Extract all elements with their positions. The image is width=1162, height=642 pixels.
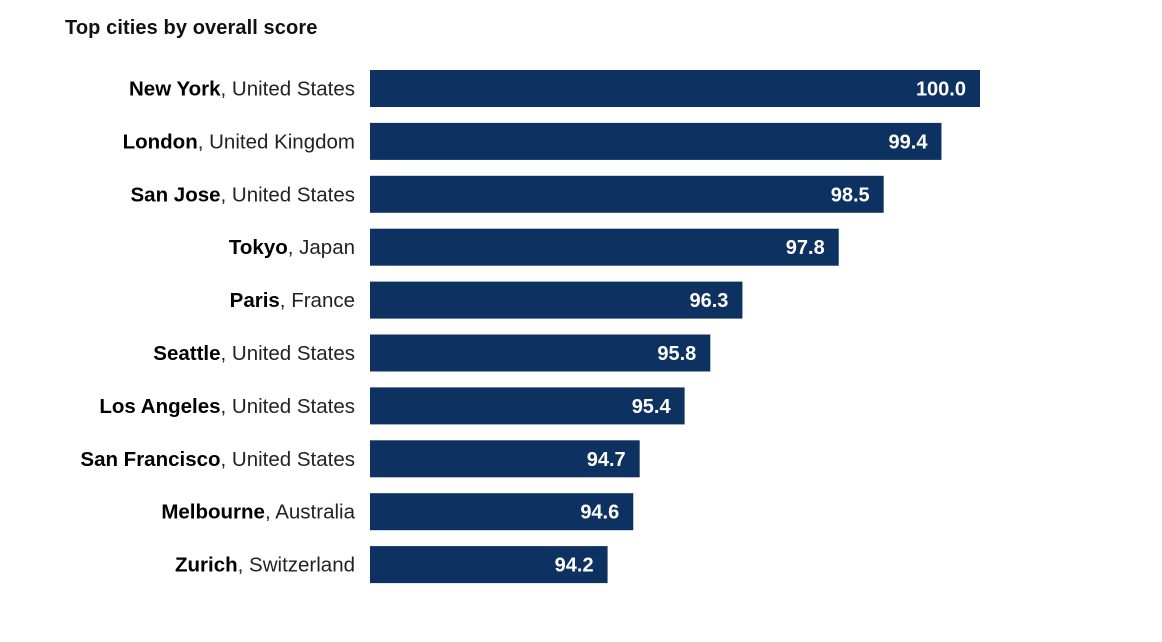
bar xyxy=(370,440,640,478)
bar xyxy=(370,281,743,319)
bar xyxy=(370,175,884,213)
bar xyxy=(370,122,942,160)
value-label: 99.4 xyxy=(889,131,929,153)
category-city: Seattle xyxy=(153,342,220,365)
category-country: , United States xyxy=(221,183,355,206)
category-label: San Francisco, United States xyxy=(80,448,355,471)
category-city: Tokyo xyxy=(229,236,288,259)
bars xyxy=(370,70,980,584)
category-city: San Jose xyxy=(131,183,221,206)
category-country: , Japan xyxy=(288,236,355,259)
category-label: Los Angeles, United States xyxy=(99,395,355,418)
category-city: Zurich xyxy=(175,554,238,577)
value-labels: 100.0 99.4 98.5 97.8 96.3 95.8 95.4 94.7 94.6 94.… xyxy=(555,79,966,577)
category-city: London xyxy=(123,130,198,153)
category-label: San Jose, United States xyxy=(131,183,356,206)
value-label: 95.8 xyxy=(657,343,696,365)
category-country: , Switzerland xyxy=(238,554,355,577)
category-city: San Francisco xyxy=(80,448,220,471)
bar xyxy=(370,546,608,584)
category-country: , United States xyxy=(221,342,355,365)
category-city: Los Angeles xyxy=(99,395,220,418)
bar xyxy=(370,493,634,531)
value-label: 94.2 xyxy=(555,555,594,577)
value-label: 97.8 xyxy=(786,237,825,259)
chart-title: Top cities by overall score xyxy=(65,17,318,39)
value-label: 96.3 xyxy=(689,290,728,312)
category-country: , United Kingdom xyxy=(198,130,355,153)
value-label: 95.4 xyxy=(632,396,672,418)
value-label: 100.0 xyxy=(916,79,966,101)
category-country: , United States xyxy=(221,395,355,418)
category-label: New York, United States xyxy=(129,78,355,101)
bar xyxy=(370,228,839,266)
category-label: Zurich, Switzerland xyxy=(175,554,355,577)
bar xyxy=(370,387,685,425)
category-label: Tokyo, Japan xyxy=(229,236,355,259)
category-country: , United States xyxy=(221,78,355,101)
value-label: 94.7 xyxy=(587,449,626,471)
category-city: Melbourne xyxy=(161,501,265,524)
category-label: London, United Kingdom xyxy=(123,130,355,153)
category-country: , United States xyxy=(221,448,355,471)
value-label: 94.6 xyxy=(580,502,619,524)
bar xyxy=(370,70,980,107)
category-country: , Australia xyxy=(265,501,356,524)
category-country: , France xyxy=(280,289,355,312)
category-label: Seattle, United States xyxy=(153,342,355,365)
value-label: 98.5 xyxy=(831,184,870,206)
bar xyxy=(370,334,711,372)
category-label: Melbourne, Australia xyxy=(161,501,355,524)
category-label: Paris, France xyxy=(230,289,355,312)
category-city: Paris xyxy=(230,289,280,312)
category-city: New York xyxy=(129,78,221,101)
